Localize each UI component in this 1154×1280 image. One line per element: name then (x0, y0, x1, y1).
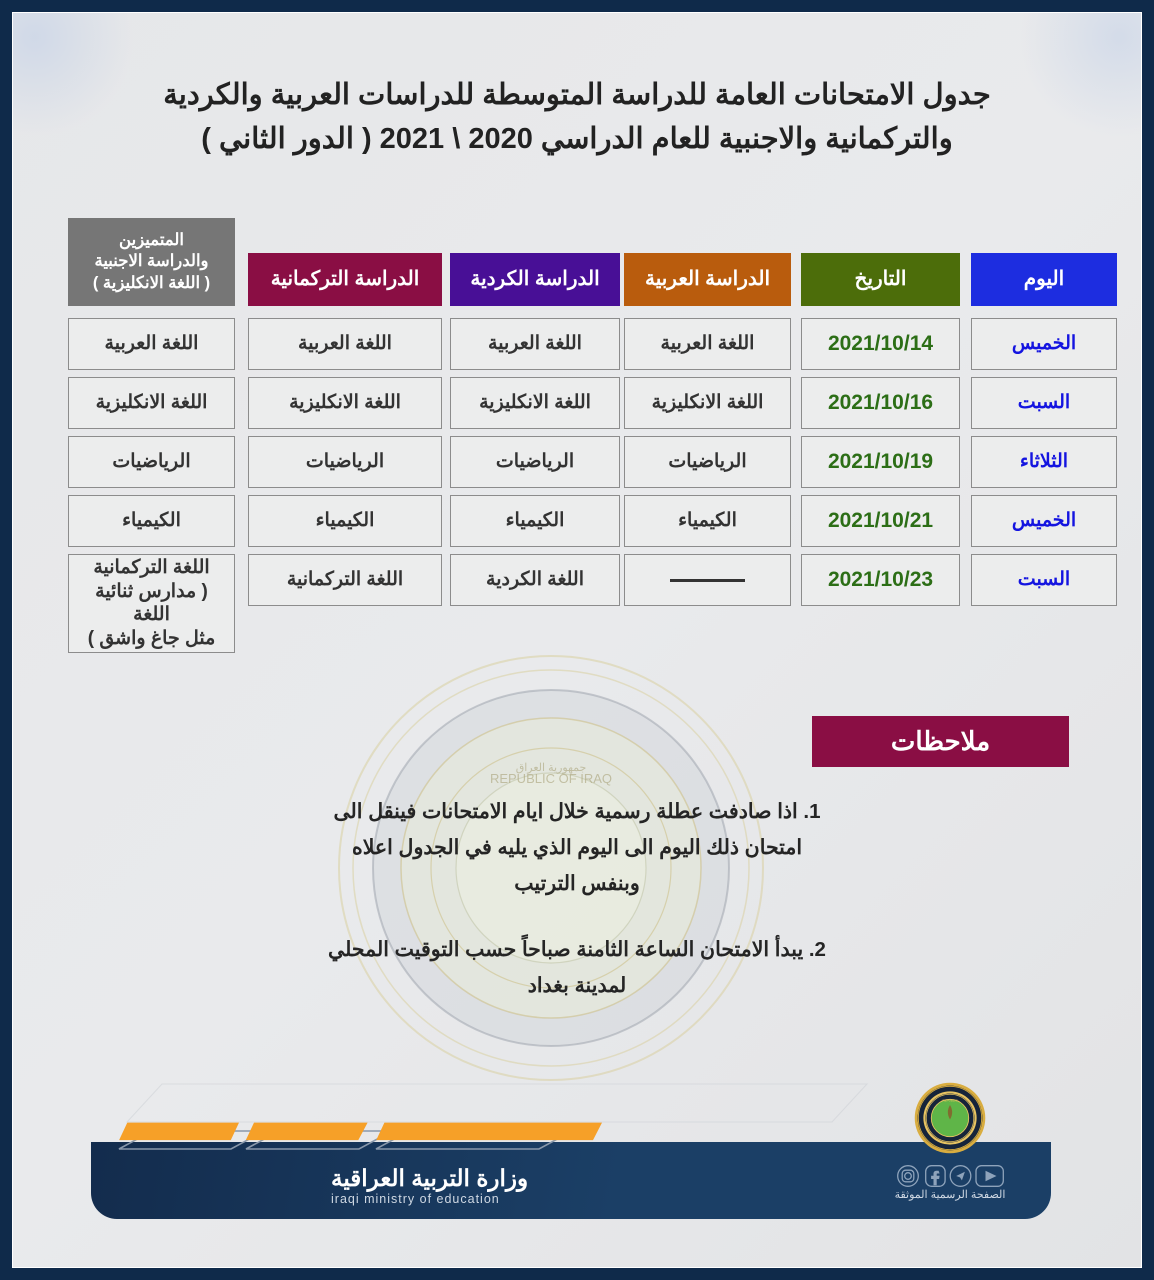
svg-text:جمهورية العراق: جمهورية العراق (516, 762, 587, 774)
svg-text:REPUBLIC: REPUBLIC (942, 1098, 958, 1102)
